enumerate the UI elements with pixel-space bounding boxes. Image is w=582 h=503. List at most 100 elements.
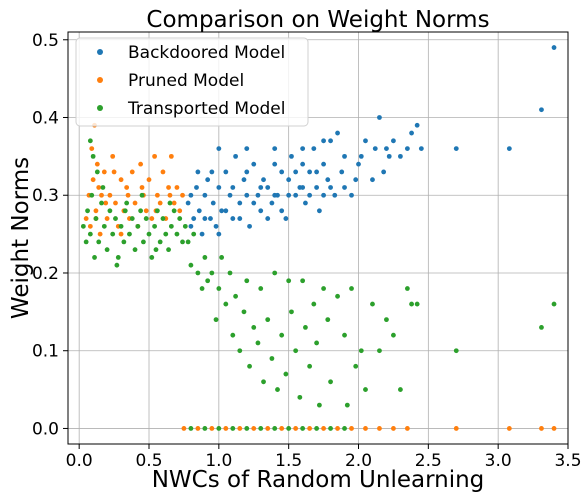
- data-point: [316, 208, 322, 214]
- data-point: [363, 138, 368, 144]
- data-point: [265, 426, 271, 431]
- y-tick-label: 0.0: [32, 419, 59, 439]
- data-point: [414, 122, 420, 128]
- data-point: [99, 200, 104, 206]
- data-point: [166, 185, 171, 190]
- plot-frame: [67, 31, 569, 445]
- data-point: [89, 146, 95, 152]
- data-point: [314, 185, 320, 190]
- data-point: [149, 255, 155, 260]
- data-point: [265, 317, 271, 323]
- data-point: [286, 426, 292, 431]
- data-point: [279, 332, 285, 338]
- data-point: [101, 223, 107, 229]
- data-point: [265, 185, 271, 190]
- data-point: [244, 278, 250, 284]
- data-point: [230, 216, 236, 221]
- y-axis-label: Weight Norms: [8, 157, 34, 319]
- data-point: [314, 169, 320, 175]
- data-point: [258, 208, 264, 214]
- data-point: [244, 426, 250, 431]
- data-point: [127, 231, 132, 237]
- data-point: [358, 153, 364, 159]
- data-point: [180, 239, 185, 245]
- data-point: [342, 153, 347, 159]
- data-point: [233, 153, 238, 159]
- y-tick-label: 0.4: [32, 109, 59, 129]
- data-point: [251, 426, 257, 431]
- data-point: [307, 426, 313, 431]
- data-point: [325, 317, 331, 323]
- data-point: [83, 239, 89, 245]
- x-tick-label: 1.0: [205, 451, 232, 471]
- data-point: [258, 286, 264, 291]
- x-tick-label: 0.0: [66, 451, 93, 471]
- data-point: [110, 153, 116, 159]
- x-tick-label: 1.5: [275, 451, 302, 471]
- data-point: [85, 208, 90, 214]
- data-point: [247, 363, 252, 369]
- data-point: [307, 363, 313, 369]
- data-point: [230, 332, 236, 338]
- series-2: [80, 138, 557, 431]
- data-point: [154, 208, 160, 214]
- data-point: [551, 45, 557, 50]
- data-point: [384, 317, 389, 323]
- data-point: [251, 200, 257, 206]
- data-point: [195, 426, 201, 431]
- data-point: [244, 169, 250, 175]
- data-point: [118, 177, 124, 183]
- data-point: [275, 387, 280, 392]
- data-point: [100, 185, 106, 190]
- data-point: [377, 115, 382, 120]
- data-point: [188, 262, 194, 268]
- data-point: [132, 200, 138, 206]
- data-point: [230, 185, 236, 190]
- data-point: [202, 426, 208, 431]
- data-point: [342, 185, 347, 190]
- data-point: [93, 216, 99, 221]
- data-point: [94, 161, 100, 167]
- data-point: [404, 146, 410, 152]
- data-point: [321, 286, 326, 291]
- data-point: [279, 426, 285, 431]
- data-point: [539, 426, 544, 431]
- data-point: [118, 231, 124, 237]
- y-tick-label: 0.2: [32, 264, 59, 284]
- data-point: [300, 161, 306, 167]
- data-point: [154, 192, 160, 198]
- data-point: [314, 426, 320, 431]
- data-point: [289, 153, 294, 159]
- data-point: [104, 216, 110, 221]
- data-point: [453, 426, 459, 431]
- data-point: [391, 332, 396, 338]
- data-point: [168, 153, 174, 159]
- data-point: [115, 255, 121, 260]
- data-point: [146, 231, 152, 237]
- data-point: [293, 348, 299, 354]
- data-point: [216, 426, 222, 431]
- data-point: [303, 324, 308, 330]
- data-point: [223, 301, 229, 307]
- data-point: [349, 192, 354, 198]
- data-point: [143, 216, 149, 221]
- data-point: [191, 216, 197, 221]
- data-point: [311, 146, 317, 152]
- data-point: [384, 146, 389, 152]
- data-point: [339, 169, 345, 175]
- data-point: [261, 177, 266, 183]
- legend-label: Pruned Model: [128, 71, 244, 91]
- y-tick-label: 0.1: [32, 342, 59, 362]
- data-point: [168, 223, 174, 229]
- x-tick-label: 3.0: [485, 451, 512, 471]
- data-point: [219, 208, 225, 214]
- series-1: [83, 122, 557, 431]
- data-point: [157, 200, 163, 206]
- data-point: [138, 161, 144, 167]
- data-point: [166, 247, 171, 253]
- y-tick-label: 0.5: [32, 31, 59, 51]
- data-point: [233, 293, 238, 299]
- data-point: [325, 177, 331, 183]
- data-point: [255, 340, 261, 346]
